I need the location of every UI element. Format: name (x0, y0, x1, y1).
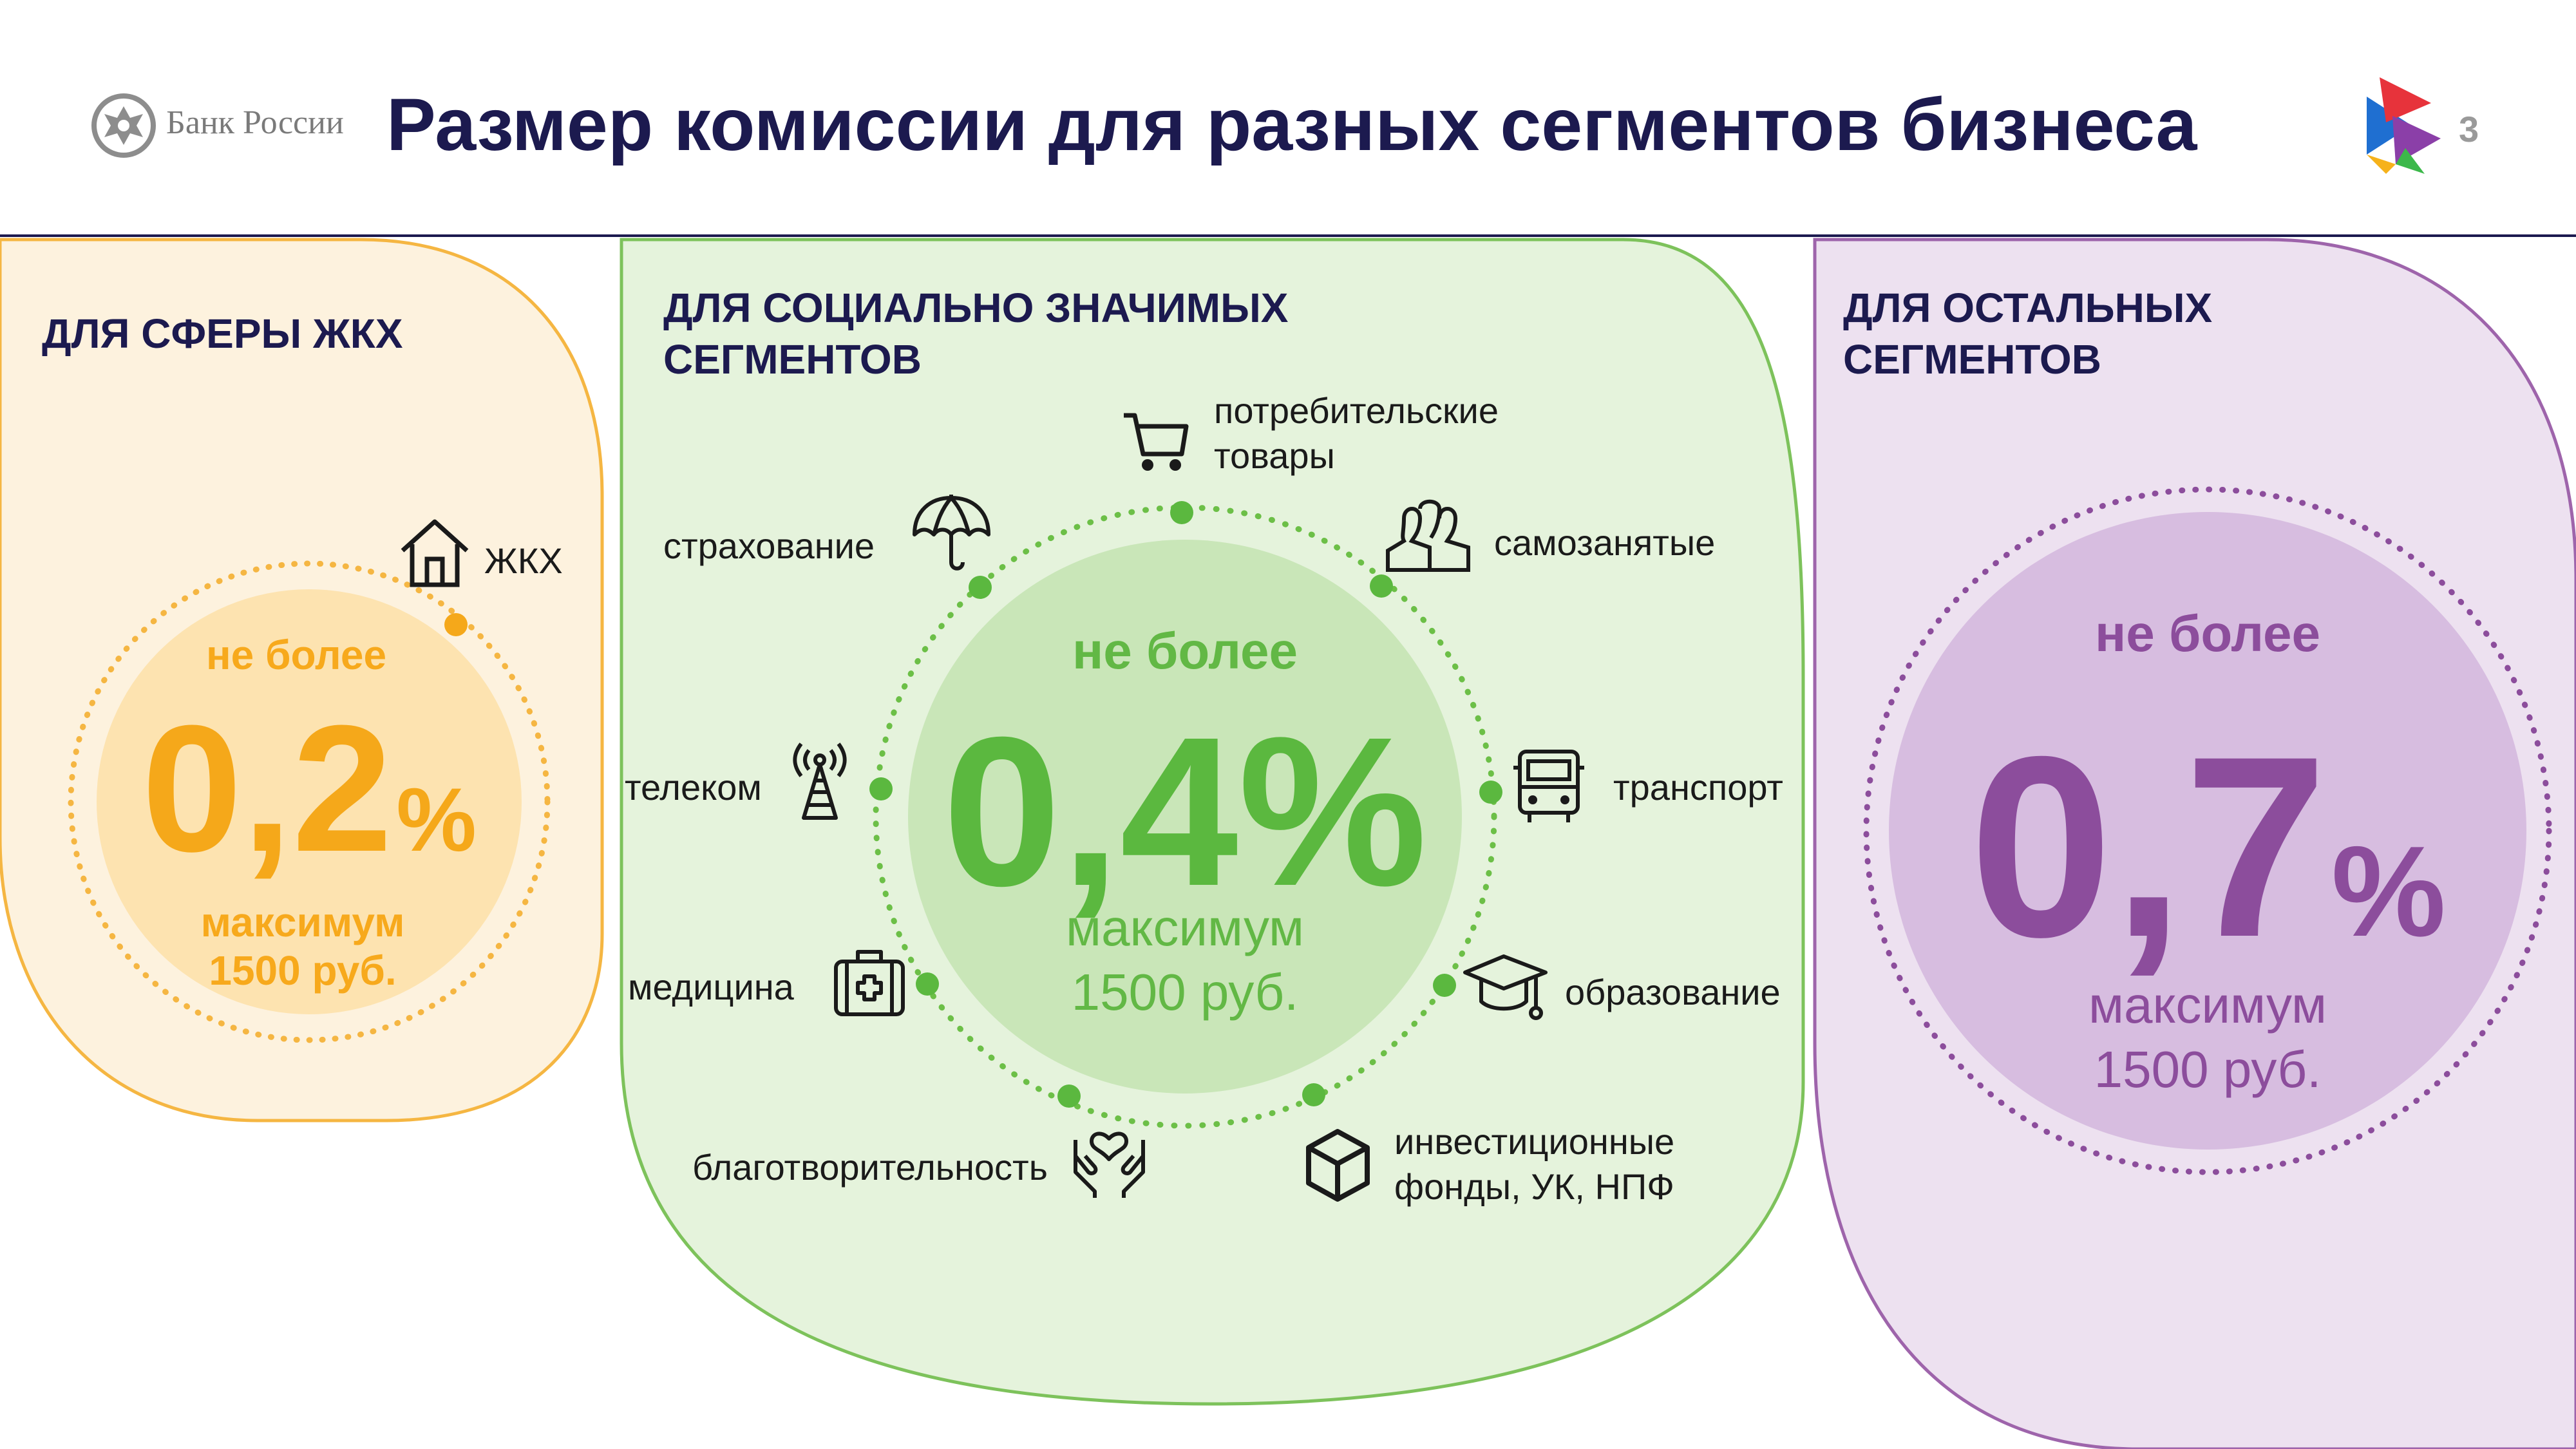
segment-investment-line2: фонды, УК, НПФ (1394, 1166, 1674, 1207)
bus-icon (1513, 750, 1584, 822)
housing-rate-value: 0,2% (142, 699, 477, 879)
social-max-label: максимум (1065, 899, 1305, 956)
segment-medicine: медицина (628, 967, 794, 1007)
house-icon (401, 519, 469, 587)
other-max-label: максимум (2088, 976, 2327, 1034)
social-max-amount: 1500 руб. (1071, 963, 1299, 1021)
housing-rate-unit: % (396, 769, 477, 870)
people-icon (1386, 499, 1470, 572)
social-rate-value: 0,4% (942, 692, 1428, 930)
social-panel-title-line1: ДЛЯ СОЦИАЛЬНО ЗНАЧИМЫХ (663, 285, 1289, 331)
segment-telecom: телеком (625, 767, 762, 808)
segment-investment-line1: инвестиционные (1394, 1121, 1675, 1162)
social-limit-prefix: не более (1072, 622, 1298, 679)
antenna-tower-icon (793, 743, 847, 820)
first-aid-kit-icon (834, 950, 905, 1016)
housing-segment-dot (444, 613, 468, 636)
segment-education: образование (1565, 972, 1781, 1012)
other-rate-value: 0,7% (1969, 718, 2446, 976)
segment-transport: транспорт (1613, 767, 1783, 808)
page-number: 3 (2459, 109, 2479, 149)
bank-of-russia-emblem-icon (91, 93, 156, 158)
other-rate-unit: % (2331, 820, 2446, 963)
segment-consumer-goods-line2: товары (1214, 435, 1335, 476)
other-panel-title-line1: ДЛЯ ОСТАЛЬНЫХ (1843, 285, 2213, 331)
other-panel-title-line2: СЕГМЕНТОВ (1843, 336, 2101, 383)
segment-charity: благотворительность (692, 1147, 1048, 1188)
graduation-cap-icon (1463, 954, 1548, 1020)
bank-logo[interactable]: Банк России (90, 90, 344, 155)
other-rate-number: 0,7 (1969, 703, 2328, 990)
housing-panel-title: ДЛЯ СФЕРЫ ЖКХ (42, 310, 403, 357)
logo-text: Банк России (166, 104, 344, 141)
other-limit-prefix: не более (2094, 605, 2321, 662)
shopping-cart-icon (1124, 413, 1189, 471)
brand-triangle-logo-icon (2367, 77, 2441, 174)
cube-icon (1306, 1129, 1370, 1202)
housing-segment-label: ЖКХ (484, 540, 563, 581)
housing-rate-number: 0,2 (142, 688, 393, 889)
page-title: Размер комиссии для разных сегментов биз… (386, 84, 2197, 166)
umbrella-icon (913, 495, 990, 571)
segment-consumer-goods-line1: потребительские (1214, 390, 1499, 431)
header-divider (0, 234, 2576, 237)
housing-max-amount: 1500 руб. (209, 947, 397, 994)
hands-heart-icon (1074, 1132, 1145, 1198)
housing-max-label: максимум (200, 899, 405, 945)
other-max-amount: 1500 руб. (2094, 1041, 2322, 1098)
segment-insurance: страхование (663, 526, 875, 566)
segment-self-employed: самозанятые (1494, 522, 1716, 563)
social-panel-title-line2: СЕГМЕНТОВ (663, 336, 922, 383)
housing-limit-prefix: не более (205, 632, 387, 678)
segment-dots (869, 501, 1502, 1108)
